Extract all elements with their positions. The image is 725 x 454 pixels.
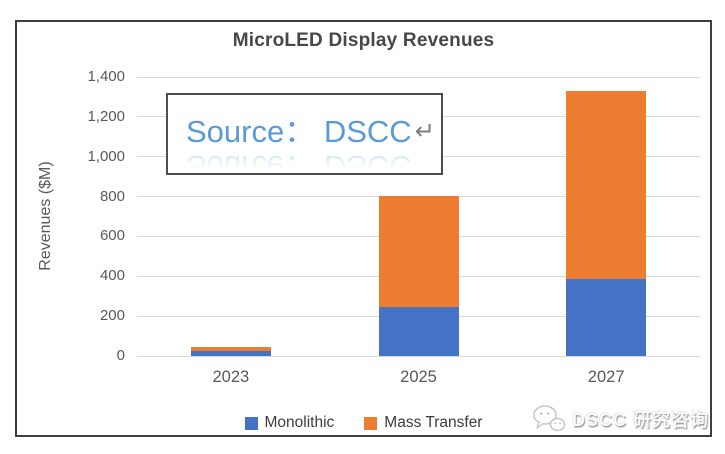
y-axis-tick-label: 1,400: [87, 68, 125, 85]
bar-segment-2025-mass-transfer: [378, 195, 459, 308]
legend-label: Monolithic: [264, 414, 335, 431]
y-axis-tick-label: 1,200: [87, 107, 125, 125]
y-axis-tick-label: 800: [99, 187, 125, 205]
source-text: Source： DSCC ↵: [186, 115, 435, 149]
legend-item-mass-transfer: Mass Transfer: [364, 414, 482, 432]
x-axis-label-2025: 2025: [400, 368, 437, 386]
y-axis-tick-label: 1,000: [87, 147, 125, 165]
legend-swatch-mass-transfer: [364, 416, 378, 430]
gridline-0: [137, 355, 700, 357]
y-axis-tick-label: 400: [99, 267, 125, 285]
footer-watermark-text: DSCC 研究咨询: [571, 410, 709, 430]
bar-segment-2027-monolithic: [566, 279, 647, 356]
legend-item-monolithic: Monolithic: [244, 414, 335, 432]
x-axis-label-2027: 2027: [587, 368, 625, 386]
legend: Monolithic Mass Transfer: [15, 411, 712, 435]
chart-title: MicroLED Display Revenues: [232, 30, 495, 51]
source-text-reflection: Source： DSCC: [186, 149, 412, 175]
footer-watermark: DSCC 研究咨询: [532, 404, 709, 434]
plot-area: [137, 76, 700, 357]
bar-segment-2023-monolithic: [190, 351, 271, 356]
y-axis-tick-label: 600: [99, 227, 125, 245]
legend-swatch-monolithic: [244, 416, 258, 430]
y-axis-title: Revenues ($M): [37, 161, 54, 271]
legend-label: Mass Transfer: [384, 414, 483, 431]
gridline-1400: [137, 76, 700, 78]
wechat-logo-icon: [533, 405, 566, 432]
bar-segment-2025-monolithic: [378, 307, 459, 356]
source-text-label: Source： DSCC: [186, 114, 412, 149]
x-axis-label-2023: 2023: [212, 368, 250, 386]
source-watermark-box: Source： DSCC Source： DSCC ↵: [166, 93, 443, 175]
bar-segment-2023-mass-transfer: [190, 347, 271, 352]
y-axis-tick-label: 200: [99, 307, 125, 325]
return-mark-icon: ↵: [414, 118, 435, 145]
y-axis-tick-label: 0: [116, 347, 125, 364]
bar-segment-2027-mass-transfer: [566, 90, 647, 280]
